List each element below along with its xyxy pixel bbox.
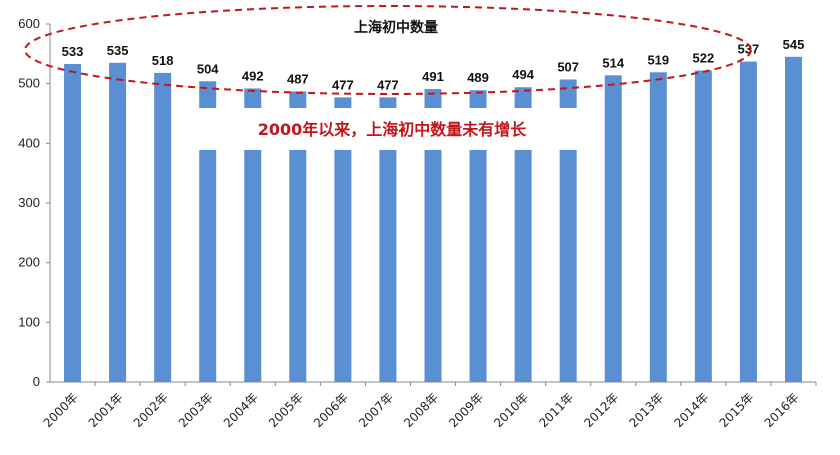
bar — [244, 88, 262, 382]
x-tick-label: 2005年 — [266, 390, 306, 430]
y-tick-label: 0 — [33, 374, 40, 389]
data-label: 507 — [557, 59, 579, 74]
x-tick-label: 2014年 — [671, 390, 711, 430]
data-label: 514 — [602, 55, 624, 70]
annotation-text: 2000年以来，上海初中数量未有增长 — [258, 120, 528, 139]
bar — [424, 89, 442, 382]
data-label: 491 — [422, 69, 444, 84]
bar — [694, 70, 712, 382]
y-tick-label: 100 — [18, 314, 40, 329]
y-tick-label: 200 — [18, 255, 40, 270]
highlight-ellipse — [24, 5, 752, 95]
x-tick-label: 2002年 — [131, 390, 171, 430]
annotation-group: 2000年以来，上海初中数量未有增长 — [190, 108, 592, 150]
bar — [379, 97, 397, 382]
bar — [784, 56, 802, 383]
y-tick-label: 500 — [18, 76, 40, 91]
data-label: 504 — [197, 61, 219, 76]
x-tick-label: 2013年 — [626, 390, 666, 430]
x-tick-label: 2003年 — [176, 390, 216, 430]
bar — [469, 90, 487, 382]
bar — [64, 63, 82, 383]
data-label: 518 — [152, 53, 174, 68]
data-label: 533 — [62, 44, 84, 59]
data-labels: 533 535 518 504 492 487 477 477 491 489 494 507 514 5… — [62, 37, 805, 93]
x-tick-label: 2009年 — [446, 390, 486, 430]
bar — [154, 72, 172, 382]
data-label: 535 — [107, 43, 129, 58]
data-label: 487 — [287, 71, 309, 86]
data-label: 477 — [377, 77, 399, 92]
x-tick-label: 2016年 — [762, 390, 802, 430]
x-tick-label: 2007年 — [356, 390, 396, 430]
data-label: 537 — [738, 42, 760, 57]
y-tick-label: 400 — [18, 135, 40, 150]
data-label: 545 — [783, 37, 805, 52]
x-tick-label: 2004年 — [221, 390, 261, 430]
y-tick-label: 600 — [18, 16, 40, 31]
bar — [649, 72, 667, 382]
x-tick-label: 2015年 — [717, 390, 757, 430]
bar — [334, 97, 352, 382]
x-tick-label: 2010年 — [491, 390, 531, 430]
data-label: 489 — [467, 70, 489, 85]
x-tick-label: 2006年 — [311, 390, 351, 430]
annotation-background — [190, 108, 592, 150]
data-label: 477 — [332, 77, 354, 92]
x-tick-label: 2001年 — [86, 390, 126, 430]
y-axis: 0 100 200 300 400 500 600 — [18, 16, 51, 389]
bar — [199, 81, 217, 382]
bar — [289, 91, 307, 382]
data-label: 519 — [647, 52, 669, 67]
x-tick-label: 2012年 — [581, 390, 621, 430]
bar — [739, 61, 757, 383]
bar — [514, 87, 532, 382]
chart-title: 上海初中数量 — [354, 19, 438, 36]
bar — [559, 79, 577, 383]
x-tick-labels: 2000年 2001年 2002年 2003年 2004年 2005年 2006年 2007年… — [41, 390, 802, 430]
x-tick-label: 2008年 — [401, 390, 441, 430]
bar — [109, 62, 127, 383]
y-tick-label: 300 — [18, 195, 40, 210]
x-tick-label: 2000年 — [41, 390, 81, 430]
x-tick-label: 2011年 — [536, 390, 576, 430]
data-label: 494 — [512, 67, 534, 82]
data-label: 492 — [242, 68, 264, 83]
bar-series — [64, 56, 802, 383]
bar — [604, 75, 622, 383]
x-axis — [50, 381, 817, 386]
data-label: 522 — [693, 51, 715, 66]
